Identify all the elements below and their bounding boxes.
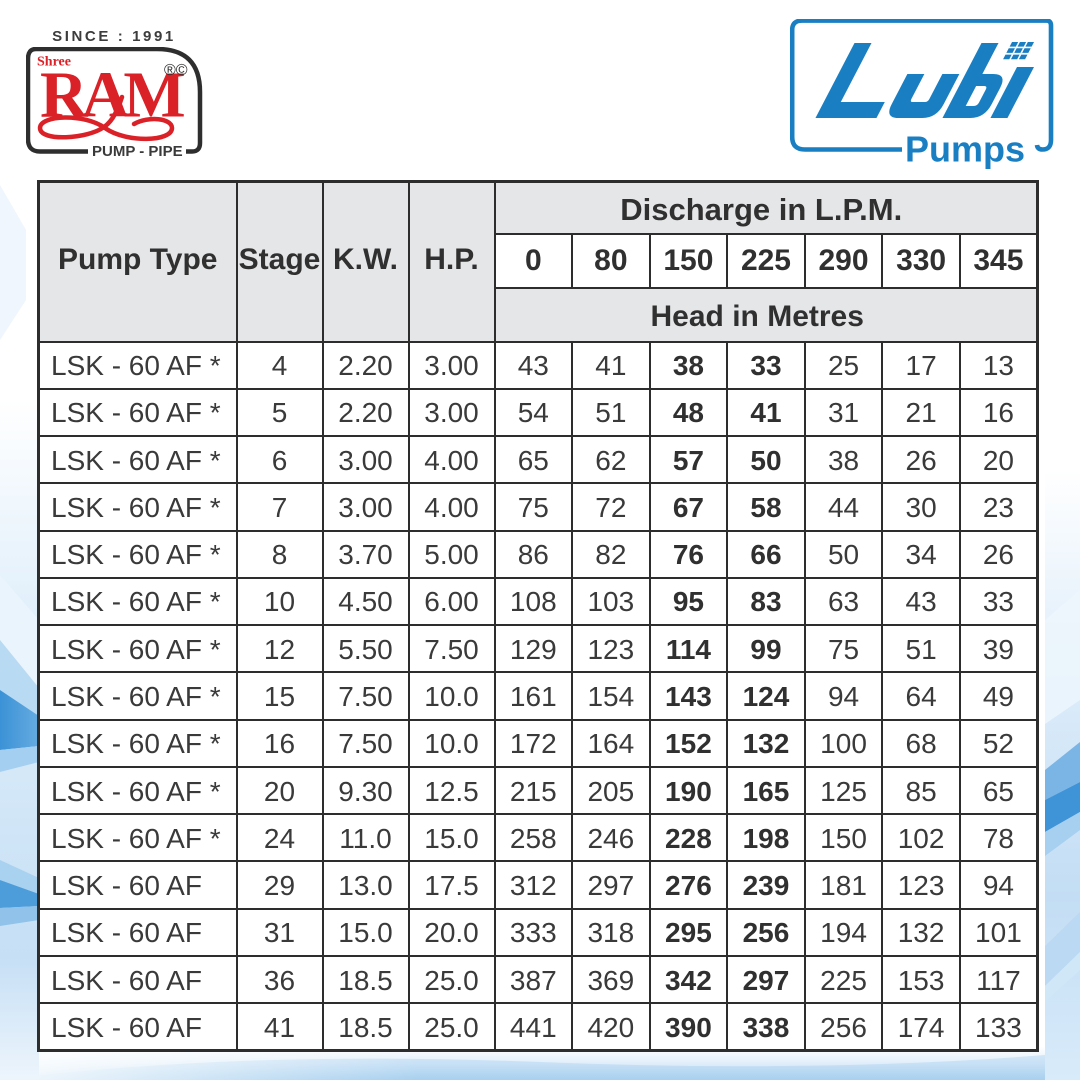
svg-text:®©: ®©: [164, 62, 188, 79]
svg-text:Pumps: Pumps: [905, 129, 1025, 170]
svg-text:PUMP - PIPE: PUMP - PIPE: [92, 143, 183, 159]
svg-text:Shree: Shree: [37, 55, 71, 70]
